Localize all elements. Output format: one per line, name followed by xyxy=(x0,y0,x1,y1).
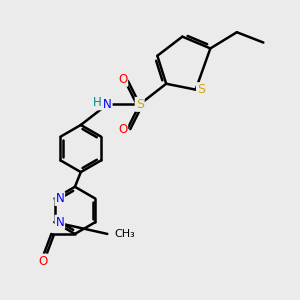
Text: S: S xyxy=(136,98,144,111)
Text: O: O xyxy=(118,73,127,86)
Text: N: N xyxy=(56,216,64,229)
Text: CH₃: CH₃ xyxy=(115,229,135,239)
Text: N: N xyxy=(56,192,64,205)
Text: S: S xyxy=(197,83,205,96)
Text: O: O xyxy=(118,123,127,136)
Text: N: N xyxy=(103,98,112,111)
Text: O: O xyxy=(38,254,47,268)
Text: H: H xyxy=(93,96,101,110)
